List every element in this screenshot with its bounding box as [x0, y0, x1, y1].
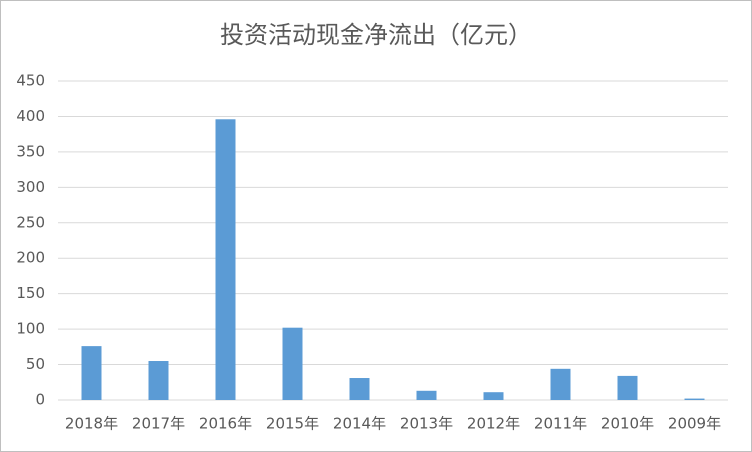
y-tick-label: 350 — [16, 142, 45, 160]
bar — [81, 346, 102, 400]
x-tick-label: 2015年 — [266, 415, 319, 433]
x-tick-label: 2011年 — [534, 415, 587, 433]
bar — [282, 327, 303, 400]
y-tick-label: 250 — [16, 213, 45, 231]
y-tick-label: 100 — [16, 320, 45, 338]
x-tick-label: 2012年 — [467, 415, 520, 433]
x-tick-label: 2009年 — [668, 415, 721, 433]
y-tick-label: 200 — [16, 249, 45, 267]
chart-title: 投资活动现金净流出（亿元） — [220, 21, 532, 49]
bar — [684, 398, 705, 400]
y-tick-label: 400 — [16, 107, 45, 125]
x-tick-label: 2014年 — [333, 415, 386, 433]
bar — [550, 368, 571, 400]
y-tick-label: 150 — [16, 284, 45, 302]
bar — [416, 390, 437, 400]
y-tick-label: 300 — [16, 178, 45, 196]
bar — [148, 361, 169, 400]
y-tick-label: 50 — [26, 355, 45, 373]
bar — [483, 392, 504, 400]
bar — [215, 119, 236, 400]
bar — [617, 375, 638, 400]
y-tick-label: 450 — [16, 72, 45, 90]
x-tick-label: 2017年 — [132, 415, 185, 433]
x-tick-label: 2018年 — [65, 415, 118, 433]
bar — [349, 378, 370, 400]
x-tick-label: 2013年 — [400, 415, 453, 433]
y-tick-label: 0 — [35, 391, 45, 409]
x-tick-label: 2010年 — [601, 415, 654, 433]
x-tick-label: 2016年 — [199, 415, 252, 433]
